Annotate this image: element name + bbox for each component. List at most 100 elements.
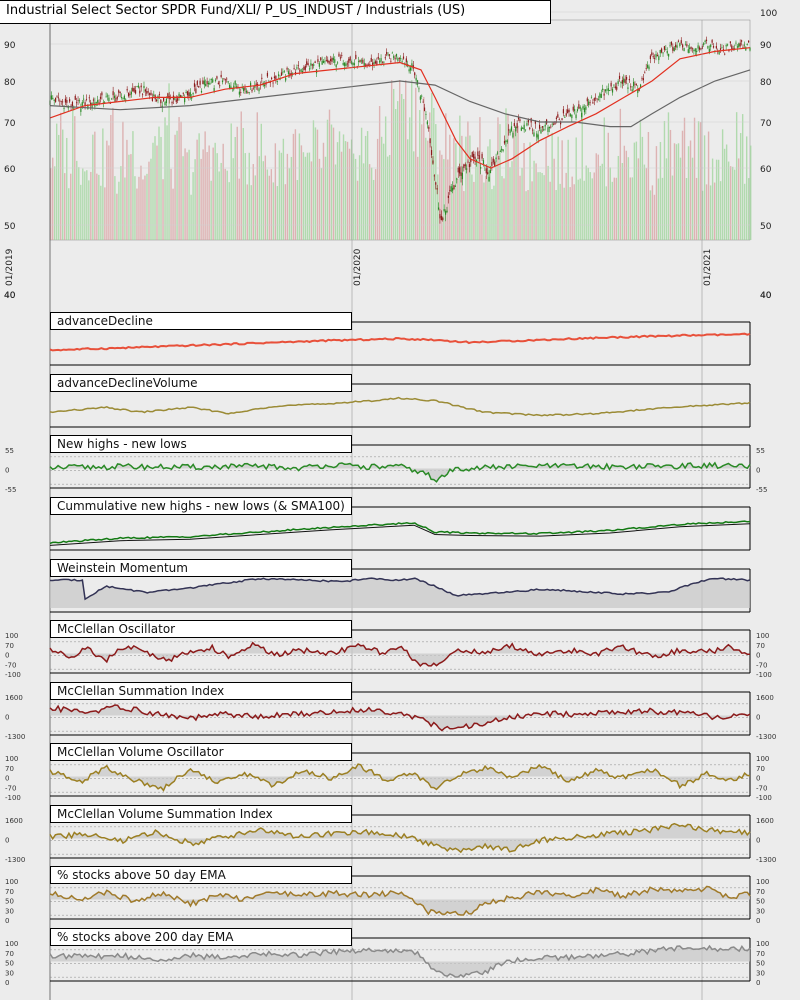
candle-body: [182, 92, 184, 94]
volume-bar: [421, 124, 423, 240]
panel-series-line: [49, 396, 751, 417]
volume-bar: [503, 178, 505, 240]
price-tick-left: 40: [4, 291, 16, 301]
panel-tick-left: 100: [5, 940, 18, 948]
panel-tick-left: -55: [5, 486, 16, 494]
volume-bar: [228, 182, 230, 240]
candle-body: [175, 99, 177, 103]
candle-body: [272, 82, 274, 84]
candle-body: [606, 89, 608, 91]
candle-body: [593, 98, 595, 101]
candle-body: [705, 39, 708, 41]
candle-body: [332, 57, 334, 61]
candle-body: [380, 58, 382, 62]
candle-body: [492, 158, 494, 163]
candle-body: [422, 101, 424, 103]
candle-body: [126, 89, 128, 91]
candle-body: [474, 156, 476, 160]
volume-bar: [651, 185, 654, 240]
candle-body: [592, 102, 594, 104]
volume-bar: [573, 184, 575, 240]
panel-series-line: [50, 577, 751, 601]
candle-body: [541, 126, 543, 128]
volume-bar: [469, 135, 471, 240]
panel-tick-left: -100: [5, 671, 21, 679]
volume-bar: [396, 101, 399, 241]
candle-body: [558, 119, 560, 121]
candle-body: [158, 94, 161, 96]
candle-body: [452, 187, 454, 191]
candle-body: [565, 113, 567, 116]
volume-bar: [687, 146, 690, 240]
panel-series-line: [49, 332, 751, 352]
volume-bar: [290, 156, 293, 240]
candle-body: [450, 186, 452, 192]
candle-body: [252, 88, 255, 90]
panel-tick-right: 0: [756, 917, 760, 925]
volume-bar: [563, 187, 565, 240]
candle-body: [206, 81, 208, 85]
panel-tick-left: 70: [5, 950, 14, 958]
candle-body: [78, 100, 81, 102]
volume-bar: [308, 152, 311, 240]
volume-bar: [88, 180, 90, 240]
candle-body: [83, 98, 85, 100]
candle-body: [456, 178, 458, 180]
candle-body: [273, 76, 276, 79]
panel-tick-right: 0: [756, 837, 760, 845]
volume-bar: [479, 117, 481, 240]
candle-body: [609, 89, 611, 91]
candle-body: [517, 117, 520, 120]
candle-body: [494, 161, 496, 166]
volume-bar: [551, 132, 553, 240]
candle-body: [614, 86, 616, 89]
candle-body: [195, 88, 197, 93]
candle-body: [478, 155, 480, 159]
candle-body: [386, 51, 388, 55]
candle-body: [634, 83, 636, 85]
volume-bar: [737, 158, 740, 240]
volume-bar: [677, 143, 680, 240]
candle-body: [303, 66, 305, 70]
volume-bar: [451, 186, 453, 240]
volume-bar: [274, 143, 277, 240]
candle-body: [696, 50, 698, 53]
candle-body: [240, 92, 242, 93]
candle-body: [359, 60, 361, 62]
candle-body: [226, 78, 228, 80]
candle-body: [346, 63, 348, 65]
volume-bar: [521, 167, 523, 240]
volume-bar: [188, 149, 190, 240]
volume-bar: [378, 106, 381, 240]
candle-body: [127, 92, 130, 97]
candle-body: [611, 88, 614, 93]
volume-bar: [481, 174, 483, 240]
candle-body: [603, 93, 605, 96]
candle-body: [610, 82, 612, 87]
candle-body: [639, 84, 642, 88]
volume-bar: [124, 177, 126, 240]
volume-bar: [204, 131, 206, 240]
volume-bar: [593, 172, 595, 240]
volume-bar: [401, 93, 403, 241]
candle-body: [140, 85, 142, 88]
panel-area-fill: [50, 886, 750, 915]
price-tick-right: 70: [760, 119, 772, 129]
candle-body: [171, 101, 173, 104]
candle-body: [418, 88, 420, 90]
volume-bar: [697, 121, 700, 240]
volume-bar: [735, 112, 738, 240]
candle-body: [642, 78, 644, 81]
volume-bar: [362, 163, 365, 240]
price-tick-right: 100: [760, 9, 777, 19]
panel-title: McClellan Oscillator: [50, 620, 352, 638]
candle-body: [656, 55, 659, 57]
candle-body: [228, 84, 231, 89]
candle-body: [324, 61, 326, 63]
candle-body: [164, 102, 166, 105]
candle-body: [560, 121, 562, 125]
candle-body: [488, 176, 490, 182]
volume-bar: [655, 146, 658, 240]
volume-bar: [198, 133, 200, 240]
volume-bar: [645, 168, 648, 240]
